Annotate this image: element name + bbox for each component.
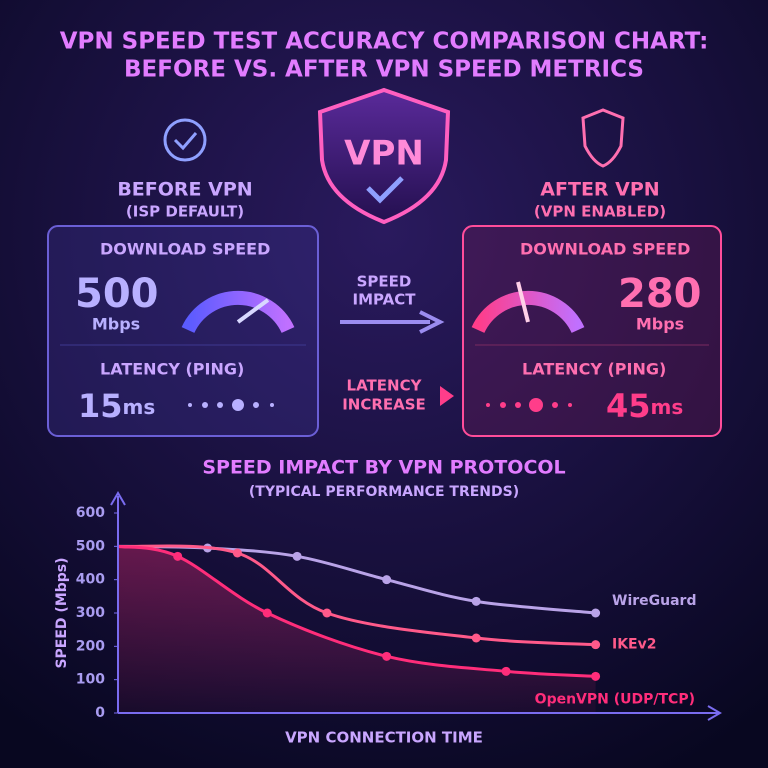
series-label: WireGuard (612, 593, 696, 609)
y-tick-label: 300 (76, 605, 105, 621)
speed-impact: IMPACT (353, 291, 417, 309)
speed-impact: SPEED (357, 273, 412, 291)
latency-value: 45 (606, 387, 651, 425)
point (173, 551, 183, 561)
title-line: BEFORE VS. AFTER VPN SPEED METRICS (124, 57, 644, 83)
y-tick-label: 400 (76, 572, 105, 588)
point (262, 608, 272, 618)
area (118, 546, 596, 713)
before-panel (47, 225, 319, 437)
point (591, 671, 601, 681)
x-axis-label: VPN CONNECTION TIME (285, 729, 483, 747)
y-tick-label: 600 (76, 505, 105, 521)
download-label: DOWNLOAD SPEED (100, 240, 270, 259)
point (501, 666, 511, 676)
point (591, 608, 601, 618)
check-icon (163, 118, 207, 162)
chart-subtitle: (TYPICAL PERFORMANCE TRENDS) (249, 484, 519, 500)
y-tick-label: 500 (76, 538, 105, 554)
latency-value: 15 (78, 387, 123, 425)
point (292, 551, 302, 561)
download-value: 280 (618, 271, 702, 317)
plot: 0 100 200 300 400 500 600 WireGuard IKEv2 OpenVPN… (76, 505, 697, 721)
latency-text: 45ms (606, 387, 683, 425)
check-icon (173, 132, 198, 151)
point (322, 608, 332, 618)
key-icon (581, 108, 625, 168)
latency-unit: ms (123, 395, 156, 419)
point (232, 548, 242, 558)
series-label: IKEv2 (612, 637, 657, 653)
y-axis-label: SPEED (Mbps) (54, 557, 70, 668)
download-unit: Mbps (92, 315, 140, 334)
point (591, 640, 601, 650)
gauge-needle (516, 281, 530, 323)
download-value: 500 (75, 271, 159, 317)
shield-text: VPN (344, 134, 424, 174)
after-subheading: (VPN ENABLED) (534, 203, 666, 221)
chart-title: SPEED IMPACT BY VPN PROTOCOL (202, 457, 565, 479)
check (366, 176, 404, 204)
title-line: VPN SPEED TEST ACCURACY COMPARISON CHART… (60, 29, 709, 55)
y-axis (110, 491, 126, 713)
latency-unit: ms (651, 395, 684, 419)
latency-label: LATENCY (PING) (522, 360, 666, 379)
y-tick-label: 200 (76, 638, 105, 654)
after-panel (462, 225, 722, 437)
shield (317, 87, 451, 225)
gauge (471, 290, 585, 334)
gauge (181, 290, 295, 334)
before-subheading: (ISP DEFAULT) (126, 203, 244, 221)
point (382, 651, 392, 661)
after-heading: AFTER VPN (540, 179, 659, 201)
arrow (440, 386, 454, 406)
before-heading: BEFORE VPN (117, 179, 252, 201)
ping-dots (188, 399, 274, 411)
point (471, 633, 481, 643)
x-axis (118, 705, 722, 721)
latency-increase: INCREASE (342, 396, 426, 414)
download-unit: Mbps (636, 315, 684, 334)
series-label: OpenVPN (UDP/TCP) (535, 691, 695, 707)
gauge-needle (236, 298, 270, 324)
y-tick-label: 0 (95, 705, 105, 721)
latency-increase: LATENCY (347, 377, 423, 395)
point (471, 596, 481, 606)
point (382, 575, 392, 585)
latency-label: LATENCY (PING) (100, 360, 244, 379)
latency-text: 15ms (78, 387, 155, 425)
ping-dots (486, 398, 572, 412)
download-label: DOWNLOAD SPEED (520, 240, 690, 259)
y-tick-label: 100 (76, 672, 105, 688)
arrow (340, 310, 445, 334)
